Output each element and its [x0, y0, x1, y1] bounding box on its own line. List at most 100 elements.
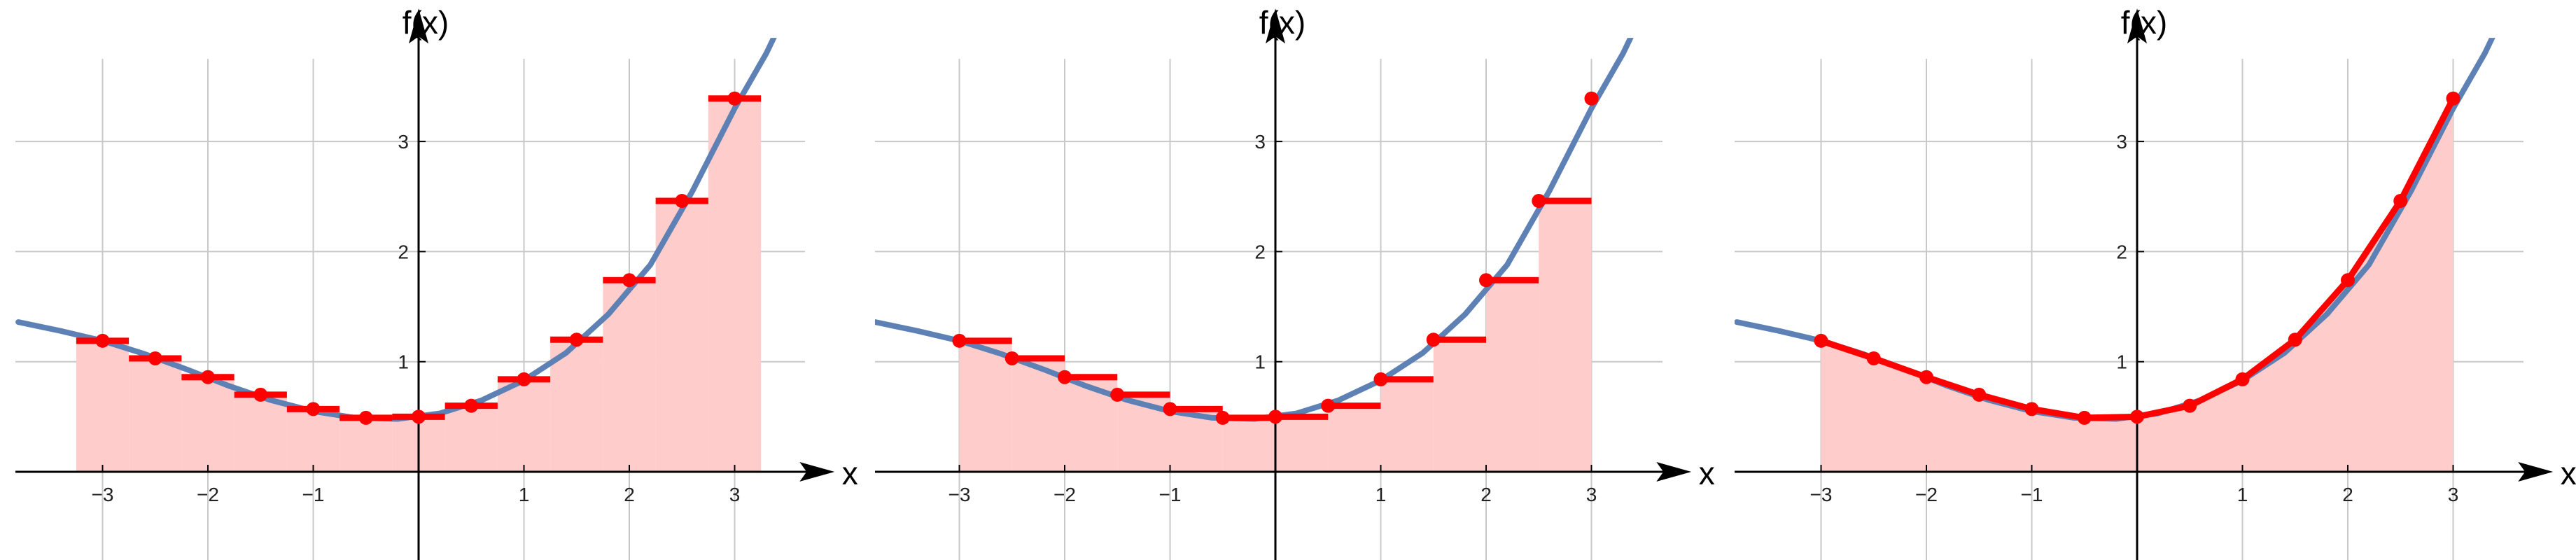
- area-bar: [550, 340, 603, 472]
- sample-point: [1426, 332, 1441, 347]
- sample-point: [2183, 398, 2197, 413]
- sample-point: [2077, 410, 2092, 425]
- x-axis-label: x: [1699, 455, 1715, 491]
- y-axis-label: f(x): [2121, 4, 2167, 41]
- chart-panel-2: −3 −2 −1 1 2 3 1 2 3 x f(x): [875, 4, 1715, 560]
- sample-point: [1268, 410, 1282, 424]
- area-bar: [1011, 358, 1065, 472]
- x-axis-arrow: [799, 462, 835, 482]
- area-bar: [655, 201, 708, 472]
- x-tick-label: −2: [1915, 484, 1938, 505]
- x-tick-label: 2: [1480, 484, 1492, 505]
- axes: −3 −2 −1 1 2 3 1 2 3 x f(x): [1735, 4, 2576, 560]
- sample-marks: [76, 91, 762, 425]
- x-tick-label: −2: [197, 484, 219, 505]
- y-axis-arrow: [2127, 8, 2147, 44]
- area-bar: [959, 340, 1012, 472]
- x-axis-label: x: [2561, 455, 2576, 491]
- y-tick-label: 1: [2116, 351, 2127, 373]
- x-tick-label: 3: [2448, 484, 2459, 505]
- y-tick-label: 2: [398, 241, 409, 262]
- sample-point: [2235, 372, 2250, 386]
- area-bar: [708, 98, 762, 472]
- sample-point: [412, 410, 426, 424]
- x-tick-label: 3: [1586, 484, 1597, 505]
- x-tick-label: −3: [1810, 484, 1833, 505]
- sample-point: [952, 333, 967, 348]
- sample-point: [2393, 194, 2408, 209]
- sample-point: [1972, 387, 1987, 402]
- axes: −3 −2 −1 1 2 3 1 2 3 x f(x): [875, 4, 1715, 560]
- x-tick-label: 1: [519, 484, 530, 505]
- sample-point: [1866, 351, 1881, 365]
- x-axis-label: x: [842, 455, 858, 491]
- sample-point: [1004, 351, 1019, 365]
- sample-point: [1532, 194, 1546, 209]
- y-axis-label: f(x): [1259, 4, 1306, 41]
- sample-point: [517, 372, 531, 386]
- area-bar: [1539, 201, 1592, 472]
- axes: −3 −2 −1 1 2 3 1 2 3 x f(x): [15, 4, 858, 560]
- sample-point: [1373, 372, 1388, 386]
- sample-point: [2446, 91, 2460, 106]
- area-bar: [286, 409, 340, 472]
- sample-point: [2288, 332, 2302, 347]
- sample-point: [622, 273, 636, 288]
- y-tick-label: 1: [1254, 351, 1266, 373]
- sample-point: [675, 194, 690, 209]
- x-tick-label: −2: [1054, 484, 1076, 505]
- sample-marks: [1814, 91, 2460, 425]
- y-tick-label: 3: [2116, 131, 2127, 153]
- fill-region: [1821, 98, 2454, 472]
- x-tick-label: 1: [2237, 484, 2248, 505]
- area-bar: [181, 377, 234, 472]
- area-bar: [1380, 379, 1434, 472]
- area-bar: [234, 394, 287, 472]
- y-tick-label: 3: [1254, 131, 1266, 153]
- sample-point: [148, 351, 162, 365]
- sample-point: [1814, 333, 1828, 348]
- sample-point: [358, 410, 373, 425]
- y-axis-label: f(x): [402, 4, 449, 41]
- x-tick-label: −1: [1159, 484, 1182, 505]
- x-tick-label: 1: [1376, 484, 1387, 505]
- area-bar: [1433, 340, 1486, 472]
- sample-point: [727, 91, 742, 106]
- sample-point: [2130, 410, 2144, 424]
- area-bar: [1328, 405, 1381, 472]
- fill-region: [76, 98, 762, 472]
- sample-point: [2341, 273, 2355, 288]
- x-tick-label: 2: [624, 484, 635, 505]
- sample-point: [253, 387, 268, 402]
- sample-point: [1058, 370, 1072, 384]
- area-bar: [497, 379, 551, 472]
- y-axis-arrow: [1266, 8, 1285, 44]
- sample-point: [1479, 273, 1493, 288]
- area-bar: [1275, 416, 1329, 472]
- x-tick-label: −3: [92, 484, 114, 505]
- sample-point: [1919, 370, 1933, 384]
- sample-point: [1215, 410, 1230, 425]
- sample-point: [569, 332, 584, 347]
- x-tick-label: −3: [948, 484, 971, 505]
- sample-point: [201, 370, 215, 384]
- sample-point: [1321, 398, 1336, 413]
- chart-panel-3: −3 −2 −1 1 2 3 1 2 3 x f(x): [1735, 4, 2576, 560]
- area-bar: [76, 340, 130, 472]
- sample-point: [1110, 387, 1125, 402]
- x-tick-label: −1: [302, 484, 325, 505]
- x-axis-arrow: [1656, 462, 1692, 482]
- sample-point: [306, 402, 321, 416]
- y-tick-label: 2: [1254, 241, 1266, 262]
- y-axis-arrow: [409, 8, 428, 44]
- y-tick-label: 3: [398, 131, 409, 153]
- sample-point: [95, 333, 110, 348]
- sample-point: [1584, 91, 1599, 106]
- sample-point: [2024, 402, 2039, 416]
- area-polygon: [1821, 98, 2454, 472]
- sample-point: [464, 398, 479, 413]
- x-tick-label: 3: [729, 484, 741, 505]
- x-tick-label: 2: [2342, 484, 2353, 505]
- y-tick-label: 2: [2116, 241, 2127, 262]
- chart-panel-1: −3 −2 −1 1 2 3 1 2 3 x f(x): [15, 4, 858, 560]
